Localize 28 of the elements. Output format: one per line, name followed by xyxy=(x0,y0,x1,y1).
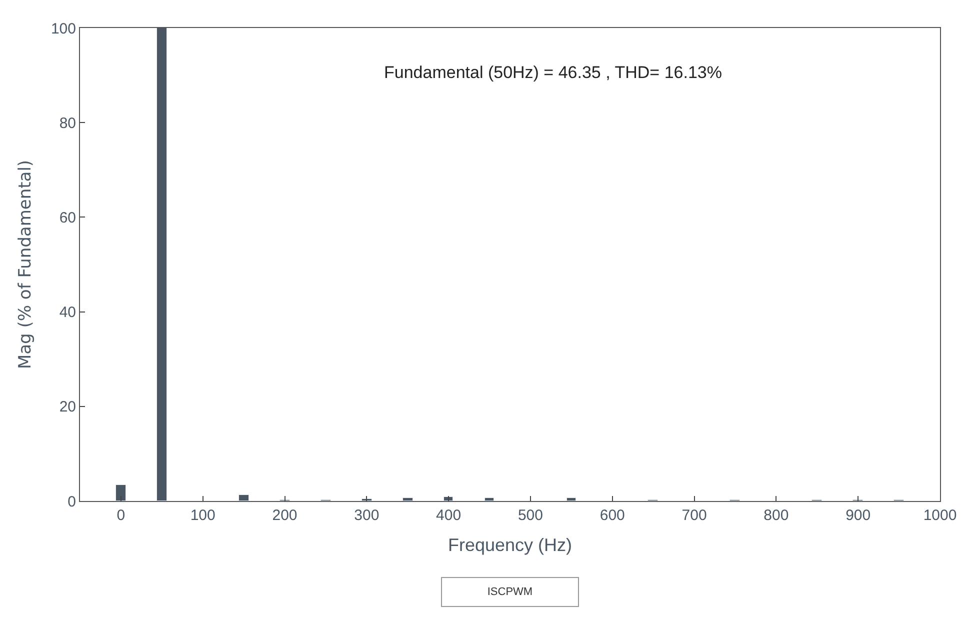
y-tick-label: 60 xyxy=(59,209,76,226)
x-tick-label: 500 xyxy=(518,507,543,524)
x-tick-label: 200 xyxy=(272,507,298,524)
y-tick-label: 100 xyxy=(50,20,76,38)
x-axis-title: Frequency (Hz) xyxy=(448,535,572,556)
x-tick-label: 800 xyxy=(764,507,789,524)
bar xyxy=(116,484,126,501)
y-tick-label: 80 xyxy=(59,114,76,132)
bar xyxy=(484,498,494,501)
x-tick-label: 600 xyxy=(600,507,625,524)
y-tick-label: 40 xyxy=(59,304,76,322)
x-tick-label: 0 xyxy=(116,507,126,524)
x-tick-label: 1000 xyxy=(923,507,957,524)
x-tick-label: 900 xyxy=(846,507,871,524)
y-tick-label: 20 xyxy=(59,398,76,416)
x-tick-label: 100 xyxy=(190,507,216,524)
x-tick-label: 700 xyxy=(682,507,707,524)
bar xyxy=(402,498,413,501)
bar xyxy=(444,496,453,501)
bar xyxy=(238,494,249,501)
bar xyxy=(156,28,167,501)
annotation: Fundamental (50Hz) = 46.35 , THD= 16.13% xyxy=(384,63,722,82)
bar xyxy=(566,498,576,501)
y-tick-label: 0 xyxy=(68,493,76,510)
x-tick-label: 400 xyxy=(436,507,462,524)
text: ISCPWM xyxy=(487,586,533,598)
y-axis-title: Mag (% of Fundamental) xyxy=(16,160,36,370)
x-tick-label: 300 xyxy=(354,507,380,524)
